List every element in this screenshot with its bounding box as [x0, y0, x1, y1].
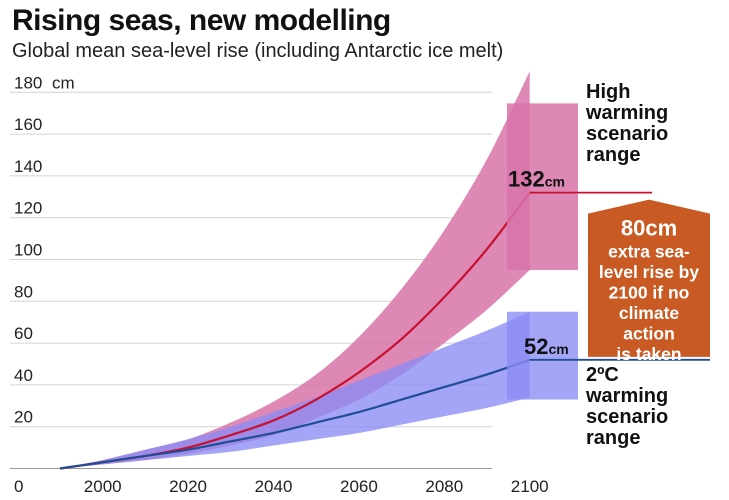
low-scenario-line: [59, 358, 531, 470]
callout-text-line: climate: [619, 303, 680, 323]
callout-text-line: action: [623, 324, 675, 344]
callout-value: 80cm: [621, 216, 677, 241]
y-tick-label: 180: [14, 73, 42, 92]
y-tick-label: 140: [14, 157, 42, 176]
high-scenario-label: High warming scenario range: [586, 81, 669, 166]
x-tick-label: 2060: [340, 477, 378, 496]
y-tick-label: 100: [14, 241, 42, 260]
high-range-bar: [507, 103, 578, 270]
callout-text-line: 2100 if no: [609, 283, 690, 303]
y-unit-label: cm: [52, 73, 75, 92]
y-tick-label: 160: [14, 115, 42, 134]
x-tick-label: 2080: [425, 477, 463, 496]
y-tick-label: 60: [14, 324, 33, 343]
low-value-label: 52cm: [524, 334, 569, 359]
y-tick-label: 80: [14, 282, 33, 301]
y-tick-label: 120: [14, 199, 42, 218]
y-tick-label: 40: [14, 366, 33, 385]
high-value-label: 132cm: [508, 167, 565, 192]
difference-callout: [588, 199, 710, 357]
y-tick-label: 20: [14, 408, 33, 427]
page-title: Rising seas, new modelling: [12, 4, 391, 37]
page-subtitle: Global mean sea-level rise (including An…: [12, 40, 504, 62]
callout-text-line: extra sea-: [608, 242, 690, 262]
x-tick-label: 2100: [511, 477, 549, 496]
low-range-bar: [507, 311, 578, 400]
x-tick-label: 2020: [169, 477, 207, 496]
callout-text-line: is taken: [616, 344, 681, 364]
x-tick-label: 2000: [84, 477, 122, 496]
high-scenario-band: [60, 71, 530, 469]
callout-text-line: level rise by: [599, 262, 699, 282]
low-scenario-label: 2ºC warming scenario range: [586, 364, 669, 449]
y-tick-label: 0: [14, 477, 23, 496]
x-tick-label: 2040: [255, 477, 293, 496]
